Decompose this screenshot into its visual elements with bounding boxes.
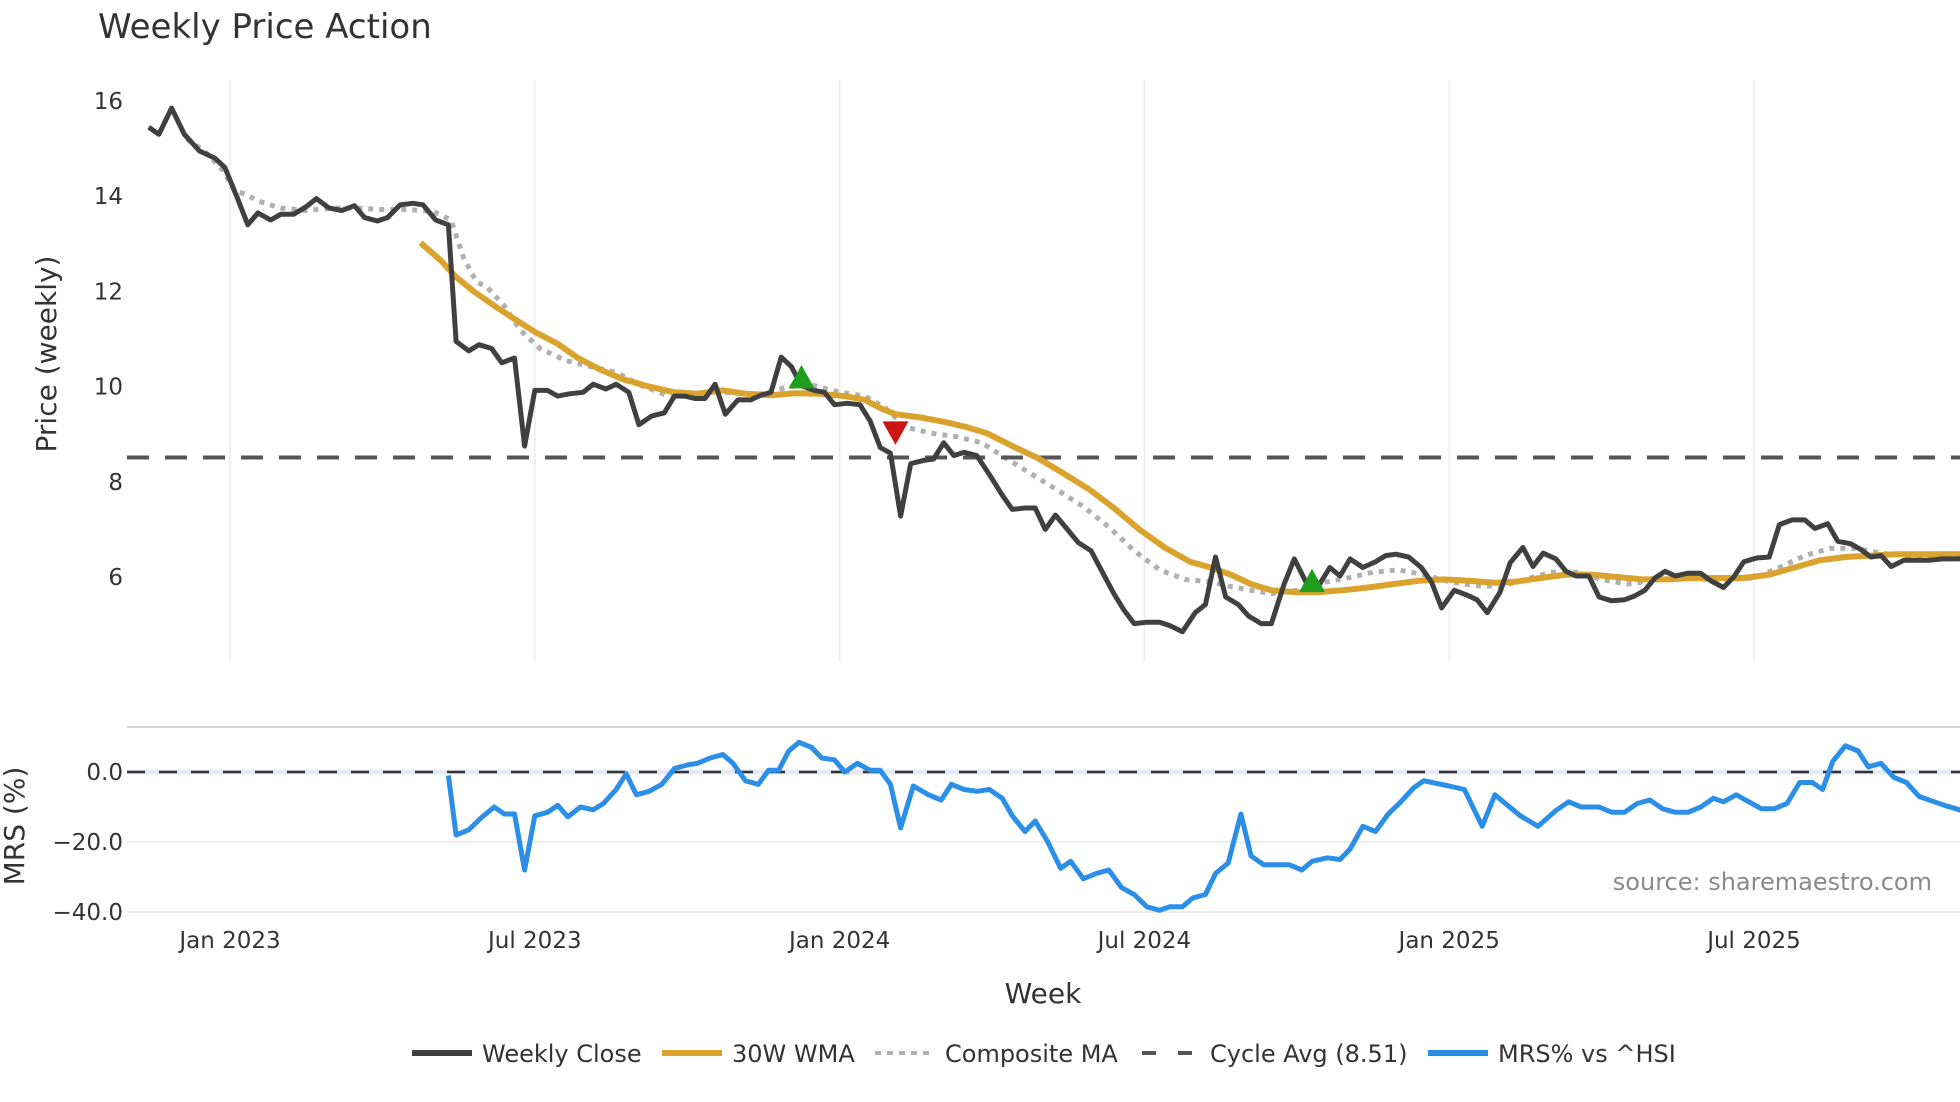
composite-ma-line [185,137,1960,597]
source-note: source: sharemaestro.com [1613,868,1932,896]
price-y-axis-title: Price (weekly) [30,256,63,453]
mrs-vs-hsi-line [445,739,1960,913]
y-tick-label: 8 [108,470,123,496]
legend-label: 30W WMA [732,1040,855,1068]
x-tick-label: Jan 2024 [787,928,890,954]
y-tick-label: −20.0 [53,830,123,856]
y-tick-label: 0.0 [86,760,123,786]
signal-markers [788,365,1326,593]
legend-item: Weekly Close [412,1040,642,1068]
sell-signal-marker [882,421,909,445]
legend-label: MRS% vs ^HSI [1498,1040,1676,1068]
legend-label: Cycle Avg (8.51) [1210,1040,1407,1068]
legend-label: Weekly Close [482,1040,642,1068]
x-tick-label: Jul 2024 [1096,928,1192,954]
legend-item: Cycle Avg (8.51) [1142,1040,1407,1068]
price-series-lines [127,105,1960,635]
chart-title: Weekly Price Action [98,7,432,47]
x-tick-label: Jul 2023 [486,928,582,954]
y-tick-label: −40.0 [53,900,123,926]
chart-legend: Weekly Close 30W WMA Composite MA Cycle Avg… [412,1040,1676,1068]
buy-signal-marker [788,365,815,389]
x-tick-label: Jan 2023 [177,928,280,954]
y-tick-label: 14 [94,184,123,210]
buy-signal-marker [1299,568,1326,593]
legend-label: Composite MA [945,1040,1118,1068]
weekly-close-line [147,105,1960,635]
price-gridlines [229,80,1755,662]
y-tick-label: 6 [108,565,123,591]
legend-item: Composite MA [875,1040,1118,1068]
mrs-y-axis-title: MRS (%) [0,767,31,886]
y-tick-label: 12 [94,279,123,305]
30w-wma-line [418,240,1960,596]
legend-item: MRS% vs ^HSI [1428,1040,1676,1068]
mrs-gridlines [127,769,1960,913]
x-tick-label: Jan 2025 [1397,928,1500,954]
y-tick-label: 10 [94,375,123,401]
x-axis-title: Week [1005,977,1082,1010]
x-axis-ticks: Jan 2023 Jul 2023 Jan 2024 Jul 2024 Jan 2025… [177,928,1800,954]
mrs-panel: 0.0 −20.0 −40.0 MRS (%) source: sharemaest… [0,739,1960,926]
x-tick-label: Jul 2025 [1705,928,1801,954]
price-panel: 6 8 10 12 14 16 Price (weekly) [30,80,1960,662]
mrs-series-line [445,739,1960,913]
mrs-y-axis-ticks: 0.0 −20.0 −40.0 [53,760,123,926]
legend-item: 30W WMA [662,1040,855,1068]
y-tick-label: 16 [94,89,123,115]
price-y-axis-ticks: 6 8 10 12 14 16 [94,89,123,591]
